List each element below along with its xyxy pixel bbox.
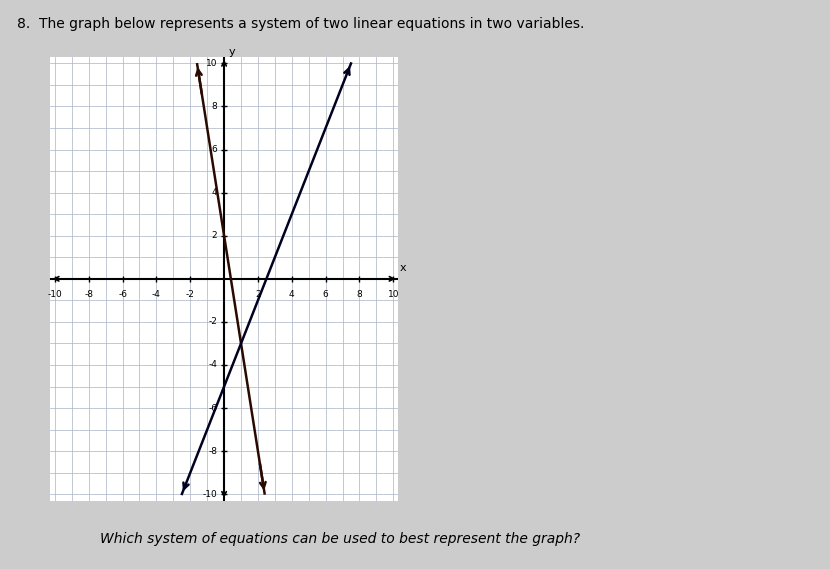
Text: 2: 2 xyxy=(212,231,217,240)
Text: -10: -10 xyxy=(47,290,62,299)
Text: 4: 4 xyxy=(212,188,217,197)
Text: -2: -2 xyxy=(208,318,217,327)
Text: 8: 8 xyxy=(357,290,363,299)
Text: -4: -4 xyxy=(152,290,161,299)
Text: y: y xyxy=(228,47,235,57)
Text: 6: 6 xyxy=(323,290,329,299)
Text: -8: -8 xyxy=(84,290,93,299)
Text: 8: 8 xyxy=(212,102,217,111)
Text: 6: 6 xyxy=(212,145,217,154)
Text: x: x xyxy=(399,263,406,274)
Text: -6: -6 xyxy=(118,290,127,299)
Text: -2: -2 xyxy=(186,290,195,299)
Text: 2: 2 xyxy=(255,290,261,299)
Text: -8: -8 xyxy=(208,447,217,456)
Text: -10: -10 xyxy=(203,490,217,499)
Text: -6: -6 xyxy=(208,403,217,413)
Text: 8.  The graph below represents a system of two linear equations in two variables: 8. The graph below represents a system o… xyxy=(17,17,584,31)
Text: 4: 4 xyxy=(289,290,295,299)
Text: 10: 10 xyxy=(388,290,399,299)
Text: 10: 10 xyxy=(206,59,217,68)
Text: -4: -4 xyxy=(208,361,217,369)
Text: Which system of equations can be used to best represent the graph?: Which system of equations can be used to… xyxy=(100,532,579,546)
